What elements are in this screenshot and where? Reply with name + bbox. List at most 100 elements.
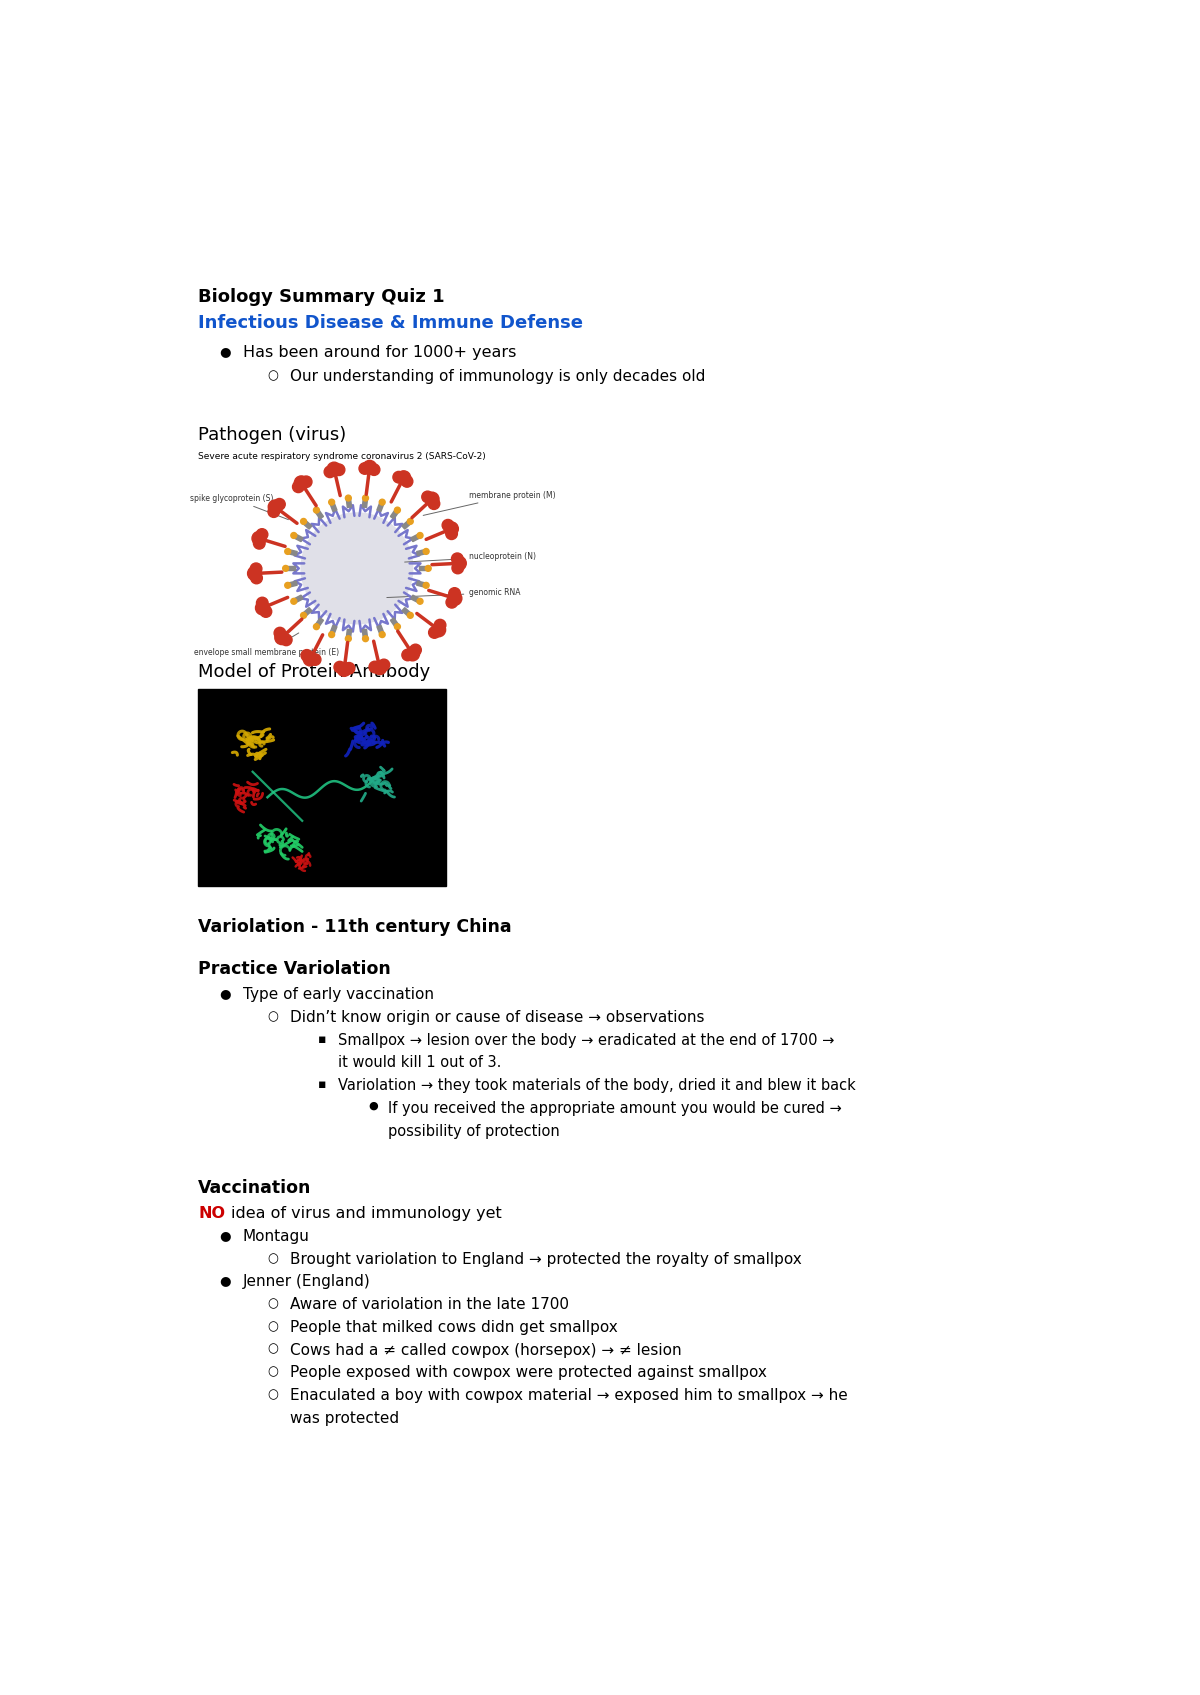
- Polygon shape: [330, 625, 337, 636]
- Text: Vaccination: Vaccination: [198, 1178, 312, 1197]
- Circle shape: [428, 498, 439, 510]
- Circle shape: [290, 598, 296, 603]
- Circle shape: [290, 532, 296, 539]
- Circle shape: [274, 627, 286, 639]
- Circle shape: [395, 624, 401, 629]
- Polygon shape: [390, 508, 400, 519]
- Text: idea of virus and immunology yet: idea of virus and immunology yet: [230, 1207, 502, 1222]
- Text: ●: ●: [220, 986, 232, 1000]
- Circle shape: [268, 505, 280, 517]
- Circle shape: [424, 583, 430, 588]
- Circle shape: [281, 634, 292, 646]
- Circle shape: [260, 605, 271, 617]
- Circle shape: [301, 514, 413, 624]
- Circle shape: [301, 649, 313, 661]
- Text: Enaculated a boy with cowpox material → exposed him to smallpox → he: Enaculated a boy with cowpox material → …: [289, 1388, 847, 1403]
- Circle shape: [452, 556, 467, 570]
- Circle shape: [407, 519, 413, 524]
- Circle shape: [251, 573, 263, 583]
- Text: Biology Summary Quiz 1: Biology Summary Quiz 1: [198, 288, 445, 307]
- Circle shape: [343, 663, 355, 675]
- Circle shape: [346, 495, 352, 502]
- Bar: [198, 690, 446, 885]
- Circle shape: [337, 663, 352, 676]
- Circle shape: [274, 498, 286, 510]
- Circle shape: [284, 549, 290, 554]
- Circle shape: [334, 661, 346, 673]
- Polygon shape: [347, 498, 352, 507]
- Circle shape: [432, 624, 445, 637]
- Text: Severe acute respiratory syndrome coronavirus 2 (SARS-CoV-2): Severe acute respiratory syndrome corona…: [198, 453, 486, 461]
- Polygon shape: [362, 498, 367, 507]
- Text: genomic RNA: genomic RNA: [386, 588, 521, 598]
- Polygon shape: [402, 607, 412, 617]
- Text: ●: ●: [220, 1275, 232, 1288]
- Polygon shape: [287, 549, 298, 556]
- Circle shape: [421, 492, 433, 503]
- Circle shape: [379, 632, 385, 637]
- Circle shape: [379, 500, 385, 505]
- Text: Has been around for 1000+ years: Has been around for 1000+ years: [242, 346, 516, 359]
- Text: ○: ○: [268, 1010, 278, 1024]
- Polygon shape: [390, 619, 400, 627]
- Polygon shape: [293, 534, 304, 542]
- Circle shape: [334, 464, 344, 476]
- Text: ○: ○: [268, 370, 278, 383]
- Polygon shape: [416, 549, 427, 556]
- Circle shape: [313, 507, 319, 514]
- Circle shape: [313, 624, 319, 629]
- Circle shape: [300, 476, 312, 488]
- Polygon shape: [377, 502, 384, 512]
- Circle shape: [378, 659, 390, 671]
- Circle shape: [373, 661, 386, 675]
- Text: ○: ○: [268, 1342, 278, 1356]
- Text: NO: NO: [198, 1207, 226, 1222]
- Circle shape: [252, 532, 266, 546]
- Text: Practice Variolation: Practice Variolation: [198, 959, 391, 978]
- Circle shape: [434, 619, 446, 631]
- Circle shape: [256, 602, 270, 615]
- Polygon shape: [286, 566, 295, 571]
- Polygon shape: [330, 502, 337, 512]
- Circle shape: [362, 636, 368, 642]
- Circle shape: [362, 461, 377, 475]
- Circle shape: [444, 522, 458, 536]
- Text: Smallpox → lesion over the body → eradicated at the end of 1700 →: Smallpox → lesion over the body → eradic…: [337, 1032, 834, 1048]
- Text: ●: ●: [220, 1229, 232, 1242]
- Circle shape: [418, 598, 424, 603]
- Circle shape: [310, 654, 320, 666]
- Circle shape: [329, 500, 335, 505]
- Polygon shape: [416, 581, 427, 588]
- Circle shape: [346, 636, 352, 642]
- Circle shape: [304, 653, 317, 666]
- Text: nucleoprotein (N): nucleoprotein (N): [404, 553, 536, 563]
- Polygon shape: [402, 520, 412, 529]
- Text: Our understanding of immunology is only decades old: Our understanding of immunology is only …: [289, 370, 704, 385]
- Text: ○: ○: [268, 1388, 278, 1402]
- Circle shape: [293, 481, 304, 493]
- Polygon shape: [419, 566, 428, 571]
- Polygon shape: [287, 581, 298, 588]
- Circle shape: [448, 592, 462, 605]
- Circle shape: [425, 566, 431, 571]
- Circle shape: [409, 644, 421, 656]
- Text: Variolation → they took materials of the body, dried it and blew it back: Variolation → they took materials of the…: [337, 1078, 856, 1093]
- Circle shape: [257, 597, 268, 609]
- Text: Variolation - 11th century China: Variolation - 11th century China: [198, 919, 511, 936]
- Polygon shape: [410, 534, 421, 542]
- Circle shape: [395, 507, 401, 514]
- Circle shape: [294, 476, 308, 490]
- Circle shape: [442, 519, 454, 531]
- Circle shape: [451, 553, 463, 564]
- Circle shape: [370, 661, 380, 673]
- Circle shape: [284, 583, 290, 588]
- Circle shape: [452, 563, 463, 575]
- Polygon shape: [302, 607, 312, 617]
- Text: People exposed with cowpox were protected against smallpox: People exposed with cowpox were protecte…: [289, 1366, 767, 1380]
- Circle shape: [251, 563, 262, 575]
- Circle shape: [253, 537, 265, 549]
- Circle shape: [329, 632, 335, 637]
- Text: Infectious Disease & Immune Defense: Infectious Disease & Immune Defense: [198, 314, 583, 332]
- Circle shape: [392, 471, 404, 483]
- Text: ○: ○: [268, 1251, 278, 1264]
